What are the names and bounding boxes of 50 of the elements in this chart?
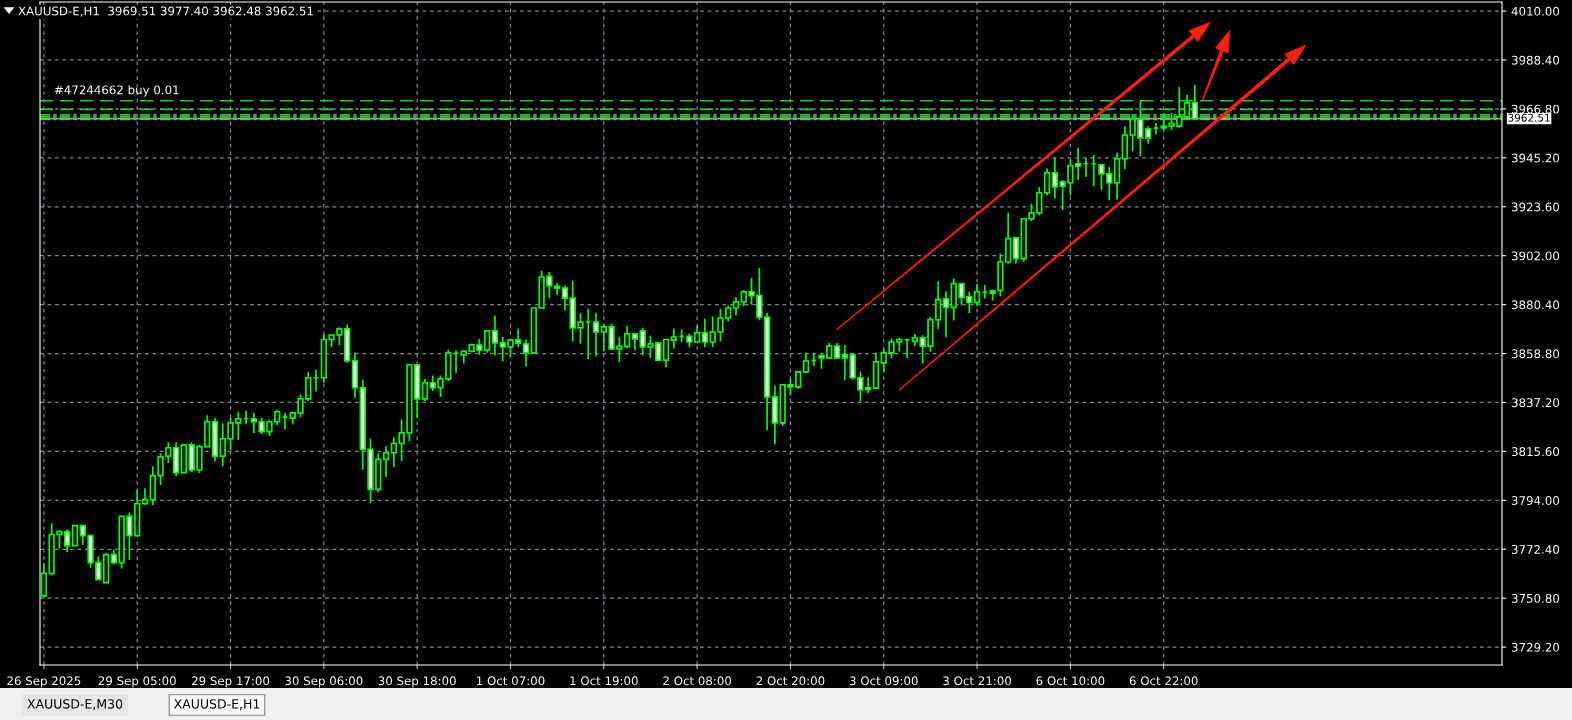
text: XAUUSD-E,H1: [174, 699, 260, 710]
candlestick: [973, 283, 981, 308]
x-tick-label: 3 Oct 21:00: [943, 676, 1012, 686]
ref-line-label: #47244662 buy 0.01: [54, 85, 179, 97]
candlestick: [802, 352, 810, 374]
y-tick-label: 3858.80: [1511, 349, 1560, 359]
candlestick: [71, 524, 79, 547]
x-tick-label: 29 Sep 17:00: [191, 676, 270, 688]
candlestick: [491, 314, 499, 357]
y-tick-label: 3945.20: [1511, 153, 1560, 163]
x-tick-label: 6 Oct 10:00: [1036, 676, 1105, 686]
candlestick: [732, 296, 740, 317]
y-tick-label: 3880.40: [1511, 300, 1560, 310]
x-tick-label: 30 Sep 06:00: [285, 676, 363, 688]
x-tick-label: 1 Oct 07:00: [477, 676, 545, 686]
y-tick-label: 3923.60: [1511, 202, 1560, 212]
candlestick: [701, 317, 709, 349]
y-tick-label: 4010.00: [1511, 6, 1560, 16]
y-tick-label: 3837.20: [1511, 398, 1560, 408]
candlestick: [942, 290, 950, 339]
y-tick-label: 3988.40: [1511, 55, 1560, 65]
x-tick-label: 6 Oct 22:00: [1129, 676, 1198, 686]
x-tick-label: 1 Oct 19:00: [570, 676, 638, 686]
ref-line-label: 3962.51: [1508, 113, 1550, 122]
y-tick-label: 3815.60: [1511, 447, 1560, 457]
candlestick: [421, 378, 429, 402]
x-tick-label: 29 Sep 05:00: [98, 676, 176, 688]
y-tick-label: 3772.40: [1511, 544, 1560, 554]
x-tick-label: 2 Oct 20:00: [756, 676, 825, 686]
candlestick: [670, 327, 677, 350]
text: XAUUSD-E,M30: [27, 699, 123, 710]
y-tick-label: 3966.80: [1511, 104, 1560, 114]
candlestick: [382, 445, 390, 478]
y-tick-label: 3729.20: [1511, 642, 1560, 652]
candlestick: [561, 284, 569, 312]
x-tick-label: 2 Oct 08:00: [663, 676, 732, 686]
candlestick: [1183, 93, 1191, 119]
candlestick: [1012, 236, 1020, 265]
candlestick: [522, 338, 530, 368]
candlestick: [662, 338, 670, 368]
x-tick-label: 3 Oct 09:00: [849, 676, 918, 686]
candlestick: [592, 312, 600, 358]
candlestick: [1043, 167, 1051, 197]
candlestick: [1191, 84, 1198, 120]
x-tick-label: 30 Sep 18:00: [378, 676, 456, 688]
chart-title: XAUUSD-E,H1 3969.51 3977.40 3962.48 3962.51: [18, 6, 313, 17]
y-tick-label: 3902.00: [1511, 251, 1560, 261]
y-tick-label: 3794.00: [1511, 496, 1560, 505]
y-tick-label: 3750.80: [1511, 593, 1560, 603]
x-tick-label: 26 Sep 2025: [7, 676, 81, 688]
